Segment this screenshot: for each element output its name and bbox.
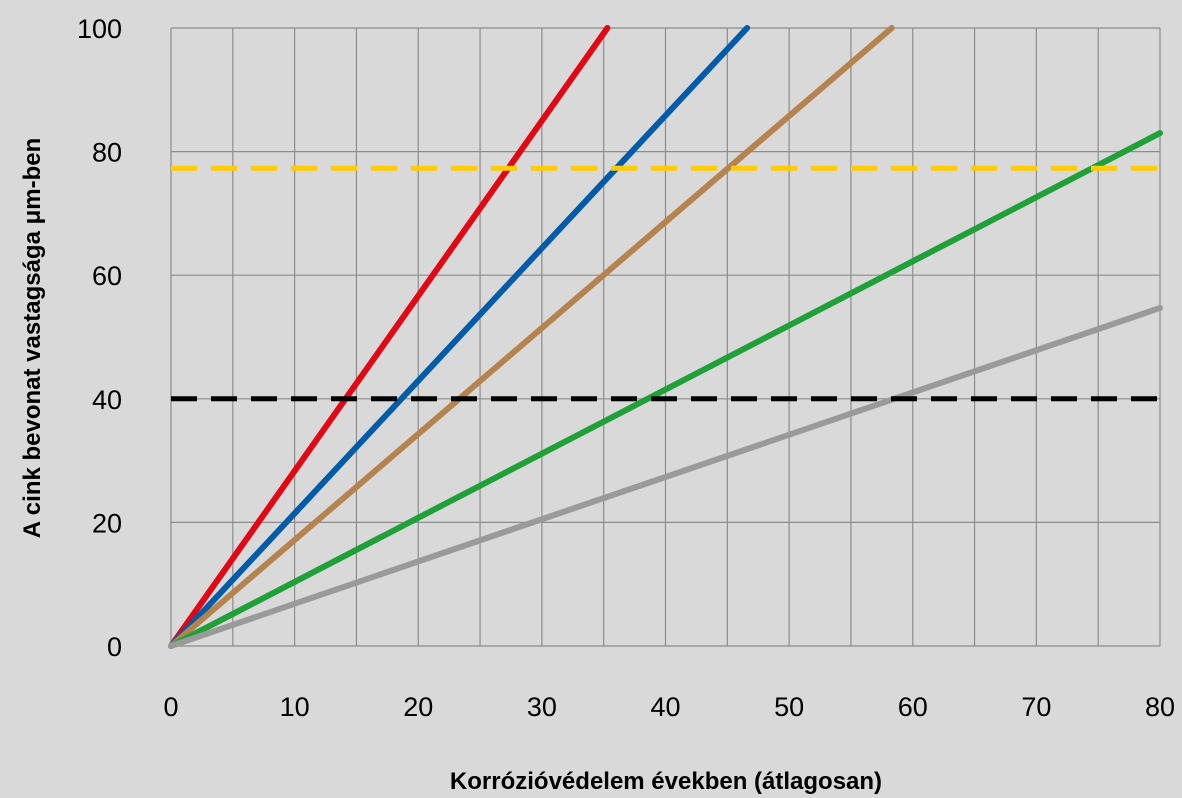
x-tick-label: 20 (403, 692, 433, 722)
series-line-4 (168, 304, 1163, 649)
x-tick-label: 80 (1145, 692, 1175, 722)
x-tick-label: 30 (527, 692, 557, 722)
x-tick-label: 10 (280, 692, 310, 722)
tick-labels: 0 20 40 60 80 100 0 10 20 30 40 50 60 70 80 (77, 14, 1175, 722)
x-tick-label: 50 (774, 692, 804, 722)
series-group (168, 25, 1163, 649)
y-tick-label: 100 (77, 14, 122, 44)
series-line-1 (168, 25, 751, 649)
grid (170, 27, 1161, 647)
series-line-3 (168, 130, 1163, 649)
x-tick-label: 60 (898, 692, 928, 722)
y-tick-label: 0 (107, 632, 122, 662)
series-line-2 (168, 25, 895, 649)
y-axis-title: A cink bevonat vastagsága μm-ben (19, 138, 46, 539)
x-axis-title: Korrózióvédelem években (átlagosan) (450, 768, 882, 795)
y-tick-label: 40 (92, 385, 122, 415)
series-line-0 (168, 25, 611, 649)
y-tick-label: 80 (92, 138, 122, 168)
x-tick-label: 70 (1021, 692, 1051, 722)
y-tick-label: 20 (92, 508, 122, 538)
x-tick-label: 40 (650, 692, 680, 722)
x-tick-label: 0 (163, 692, 178, 722)
y-tick-label: 60 (92, 261, 122, 291)
